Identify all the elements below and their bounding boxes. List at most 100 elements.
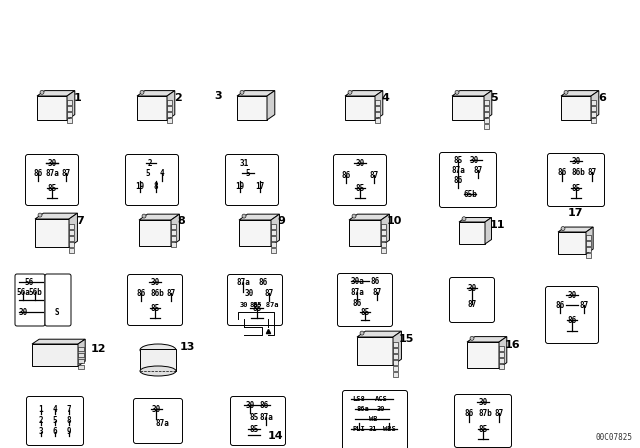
Text: 86: 86 [259, 277, 268, 287]
Text: 30: 30 [19, 307, 28, 316]
Polygon shape [345, 96, 375, 120]
Bar [67, 99, 72, 104]
Polygon shape [78, 339, 85, 366]
Text: 16: 16 [505, 340, 520, 350]
Bar [271, 230, 276, 235]
Polygon shape [32, 339, 85, 344]
Bar [393, 371, 398, 376]
Polygon shape [139, 220, 171, 246]
Polygon shape [375, 90, 383, 120]
Text: 30: 30 [240, 302, 248, 308]
Bar [586, 235, 591, 240]
Polygon shape [349, 220, 381, 246]
Polygon shape [167, 90, 175, 120]
Bar [484, 124, 489, 129]
Text: 56: 56 [24, 277, 34, 287]
Polygon shape [459, 222, 485, 244]
Text: 87a: 87a [236, 277, 250, 287]
Text: 6: 6 [598, 93, 606, 103]
Polygon shape [37, 96, 67, 120]
Circle shape [348, 90, 352, 94]
Text: 00C07825: 00C07825 [595, 433, 632, 442]
Bar [78, 347, 84, 351]
Text: 31: 31 [369, 426, 377, 432]
Text: 31: 31 [239, 159, 248, 168]
Circle shape [142, 214, 146, 218]
Text: 87: 87 [467, 300, 477, 309]
Bar [591, 99, 596, 104]
Bar [591, 112, 596, 116]
Polygon shape [137, 90, 175, 96]
FancyBboxPatch shape [230, 396, 285, 445]
Polygon shape [459, 217, 492, 222]
Polygon shape [485, 217, 492, 244]
FancyBboxPatch shape [547, 154, 605, 207]
FancyBboxPatch shape [26, 396, 83, 445]
Bar [393, 348, 398, 353]
Polygon shape [67, 90, 75, 120]
Polygon shape [561, 90, 599, 96]
Bar [171, 230, 176, 235]
Circle shape [564, 90, 568, 94]
Text: 87: 87 [588, 168, 596, 177]
Polygon shape [467, 342, 499, 368]
Bar [393, 366, 398, 370]
Text: 12: 12 [91, 344, 106, 354]
Text: 86: 86 [453, 176, 463, 185]
FancyBboxPatch shape [454, 395, 511, 448]
Bar [393, 341, 398, 346]
Text: 19: 19 [236, 181, 244, 190]
Bar [167, 105, 172, 111]
Text: 87a: 87a [259, 413, 273, 422]
Bar [484, 99, 489, 104]
Circle shape [470, 336, 474, 340]
Bar [499, 346, 504, 351]
Text: 30: 30 [478, 397, 488, 406]
Text: 85: 85 [453, 155, 463, 164]
Text: 86a: 86a [356, 406, 369, 412]
Polygon shape [452, 96, 484, 120]
Text: 5: 5 [246, 168, 250, 177]
Text: 87: 87 [494, 409, 504, 418]
Bar [78, 353, 84, 357]
Bar [375, 99, 380, 104]
Text: 85: 85 [47, 184, 56, 193]
FancyBboxPatch shape [227, 275, 282, 326]
Text: 87: 87 [264, 289, 274, 297]
Text: 85: 85 [252, 303, 262, 313]
Text: 56a: 56a [16, 288, 30, 297]
Bar [69, 224, 74, 228]
FancyBboxPatch shape [26, 155, 79, 206]
Text: 86: 86 [556, 301, 564, 310]
Text: 3: 3 [38, 426, 44, 435]
Circle shape [352, 214, 356, 218]
Text: 15: 15 [399, 334, 414, 344]
Text: 85: 85 [250, 413, 259, 422]
Text: 13: 13 [180, 342, 195, 352]
Text: 30: 30 [47, 159, 56, 168]
Circle shape [462, 217, 466, 221]
Text: ACS: ACS [374, 396, 387, 402]
Polygon shape [267, 90, 275, 120]
Text: 30: 30 [568, 290, 577, 300]
Bar [167, 112, 172, 116]
Bar [271, 236, 276, 241]
Polygon shape [561, 96, 591, 120]
Polygon shape [484, 90, 492, 120]
Text: 1: 1 [74, 93, 82, 103]
Text: 19: 19 [136, 181, 145, 190]
Text: 2: 2 [174, 93, 182, 103]
Text: 1: 1 [38, 405, 44, 414]
FancyBboxPatch shape [440, 152, 497, 207]
Text: 85: 85 [150, 303, 159, 313]
Text: 9: 9 [277, 216, 285, 226]
Text: 17: 17 [255, 181, 264, 190]
Text: 87a: 87a [45, 168, 59, 177]
Text: 86: 86 [371, 276, 380, 285]
Text: 5: 5 [146, 168, 150, 177]
Bar [67, 105, 72, 111]
Bar [67, 112, 72, 116]
Bar [381, 236, 386, 241]
Polygon shape [591, 90, 599, 120]
Polygon shape [239, 214, 280, 220]
